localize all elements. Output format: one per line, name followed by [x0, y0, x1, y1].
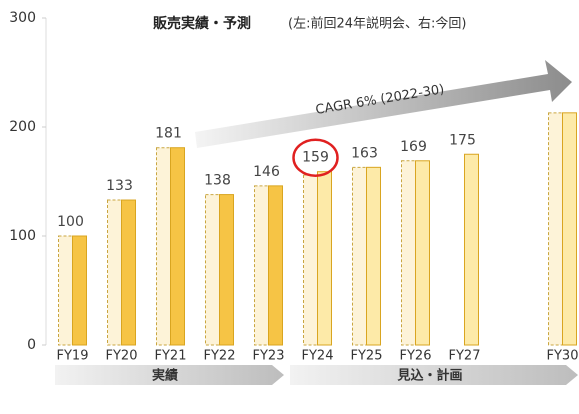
y-tick-label: 100 — [9, 228, 36, 244]
x-tick-label: FY26 — [400, 349, 432, 364]
x-tick-label: FY27 — [449, 349, 481, 364]
value-label: 133 — [106, 178, 133, 194]
bar — [562, 112, 577, 346]
bar — [254, 185, 269, 346]
bar — [548, 112, 563, 346]
highlight-circle — [292, 138, 339, 177]
phase-band — [55, 365, 284, 385]
bar — [415, 160, 430, 346]
y-tick-label: 300 — [9, 10, 36, 26]
bar — [170, 147, 185, 346]
phase-label: 見込・計画 — [396, 368, 462, 384]
cagr-arrow — [195, 60, 572, 148]
x-tick-label: FY30 — [547, 349, 579, 364]
value-label: 169 — [400, 139, 427, 155]
y-tick-label: 200 — [9, 119, 36, 135]
bar — [303, 174, 318, 346]
bar — [366, 166, 381, 346]
y-tick-label: 0 — [27, 337, 36, 353]
value-label: 163 — [351, 145, 378, 161]
bar — [107, 199, 122, 346]
value-label: 181 — [155, 126, 182, 142]
bar — [72, 235, 87, 346]
bar — [58, 235, 73, 346]
value-label: 159 — [302, 150, 329, 166]
x-tick-label: FY21 — [155, 349, 187, 364]
bar — [268, 185, 283, 346]
value-label: 100 — [57, 214, 84, 230]
chart-subtitle: (左:前回24年説明会、右:今回) — [288, 16, 466, 32]
x-tick-label: FY25 — [351, 349, 383, 364]
bar — [121, 199, 136, 346]
chart-title: 販売実績・予測 — [153, 15, 251, 32]
bar — [156, 147, 171, 346]
x-tick-label: FY20 — [106, 349, 138, 364]
bar — [401, 160, 416, 346]
value-label: 138 — [204, 173, 231, 189]
x-tick-label: FY19 — [57, 349, 89, 364]
x-tick-label: FY22 — [204, 349, 236, 364]
phase-band — [290, 365, 578, 385]
bar — [317, 171, 332, 346]
bar — [352, 166, 367, 346]
bar — [219, 194, 234, 346]
bar — [205, 194, 220, 346]
bar — [464, 153, 479, 346]
x-tick-label: FY24 — [302, 349, 334, 364]
value-label: 146 — [253, 164, 280, 180]
x-tick-label: FY23 — [253, 349, 285, 364]
value-label: 175 — [449, 132, 476, 148]
phase-label: 実績 — [152, 368, 178, 384]
